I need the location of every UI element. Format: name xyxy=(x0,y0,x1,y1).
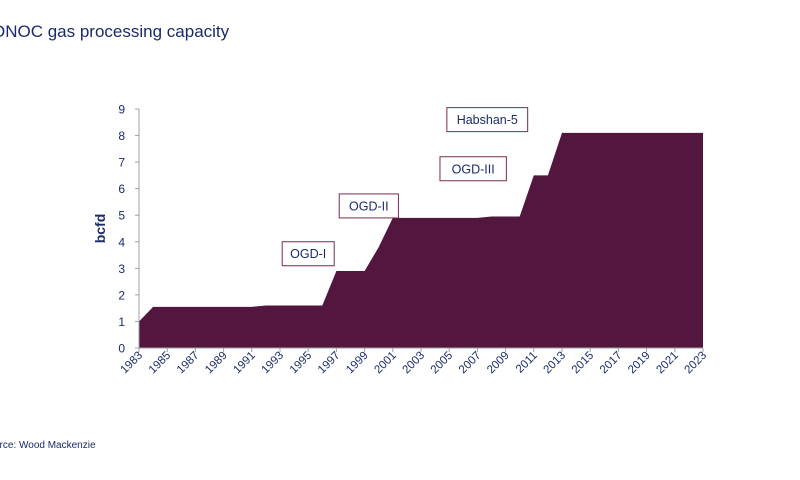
x-tick-label: 1997 xyxy=(316,350,343,377)
annotation-box xyxy=(446,107,529,133)
x-tick-label: 2017 xyxy=(598,350,625,377)
annotation-box xyxy=(281,241,335,267)
annotation-label: OGD-II xyxy=(349,199,389,213)
x-tick-label: 1991 xyxy=(231,350,258,377)
y-tick-label: 1 xyxy=(118,315,125,329)
x-tick-label: 2013 xyxy=(542,350,569,377)
y-tick-label: 3 xyxy=(118,262,125,276)
annotation-box xyxy=(439,156,507,182)
x-tick-label: 2001 xyxy=(372,350,399,377)
x-tick-label: 1995 xyxy=(288,350,315,377)
y-tick-label: 4 xyxy=(118,235,125,249)
y-tick-label: 5 xyxy=(118,209,125,223)
y-tick-label: 0 xyxy=(118,342,125,356)
x-tick-label: 2005 xyxy=(429,350,456,377)
annotation-label: OGD-III xyxy=(452,162,495,176)
x-tick-label: 1985 xyxy=(147,350,174,377)
x-tick-label: 2009 xyxy=(485,350,512,377)
x-tick-label: 2019 xyxy=(626,350,653,377)
x-tick-label: 2003 xyxy=(401,350,428,377)
x-tick-label: 2015 xyxy=(570,350,597,377)
x-tick-label: 1989 xyxy=(203,350,230,377)
x-tick-label: 2023 xyxy=(683,350,710,377)
y-tick-label: 6 xyxy=(118,182,125,196)
source-note: urce: Wood Mackenzie xyxy=(0,440,96,451)
x-tick-label: 1999 xyxy=(344,350,371,377)
annotation-label: OGD-I xyxy=(290,247,326,261)
y-tick-label: 9 xyxy=(118,103,125,117)
x-tick-label: 2021 xyxy=(654,350,681,377)
y-tick-label: 2 xyxy=(118,288,125,302)
x-tick-label: 1987 xyxy=(175,350,202,377)
y-tick-label: 8 xyxy=(118,129,125,143)
x-tick-label: 2007 xyxy=(457,350,484,377)
annotation-label: Habshan-5 xyxy=(457,113,518,127)
chart-title: ONOC gas processing capacity xyxy=(0,22,230,41)
y-axis-label: bcfd xyxy=(92,214,108,244)
capacity-area xyxy=(139,132,703,348)
y-tick-label: 7 xyxy=(118,156,125,170)
annotation-box xyxy=(338,193,399,219)
x-tick-label: 2011 xyxy=(514,350,540,376)
x-tick-label: 1993 xyxy=(260,350,287,377)
